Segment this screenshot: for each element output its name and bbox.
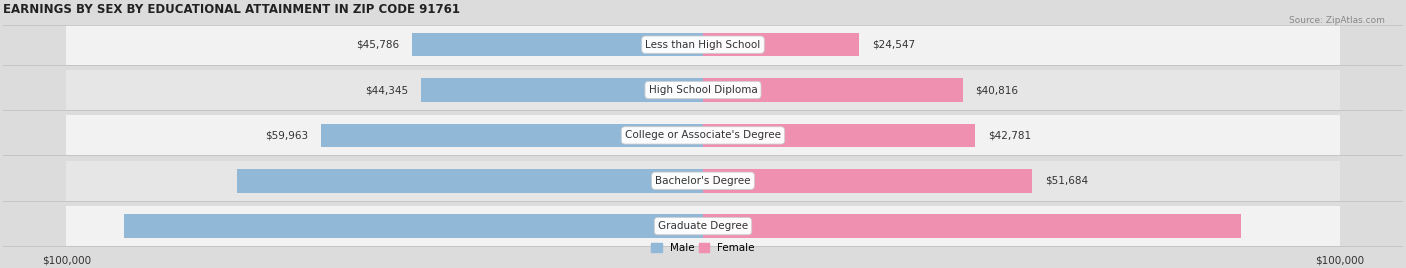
Bar bbox=[703, 124, 976, 147]
Text: $91,014: $91,014 bbox=[665, 221, 713, 231]
Text: $51,684: $51,684 bbox=[1045, 176, 1088, 186]
Bar bbox=[703, 33, 859, 57]
Bar bbox=[66, 25, 1340, 65]
Text: $42,781: $42,781 bbox=[988, 131, 1031, 140]
Text: $40,816: $40,816 bbox=[976, 85, 1018, 95]
Text: $73,224: $73,224 bbox=[665, 176, 713, 186]
Legend: Male, Female: Male, Female bbox=[647, 239, 759, 257]
Text: High School Diploma: High School Diploma bbox=[648, 85, 758, 95]
Bar bbox=[66, 116, 1340, 155]
Text: Bachelor's Degree: Bachelor's Degree bbox=[655, 176, 751, 186]
Bar bbox=[412, 33, 703, 57]
Text: $84,468: $84,468 bbox=[693, 221, 741, 231]
Text: $44,345: $44,345 bbox=[366, 85, 408, 95]
Text: Less than High School: Less than High School bbox=[645, 40, 761, 50]
Bar bbox=[322, 124, 703, 147]
Bar bbox=[236, 169, 703, 192]
Bar bbox=[66, 70, 1340, 110]
Bar bbox=[703, 214, 1240, 238]
Text: $45,786: $45,786 bbox=[356, 40, 399, 50]
Bar bbox=[66, 206, 1340, 246]
Bar bbox=[66, 161, 1340, 201]
Bar bbox=[703, 169, 1032, 192]
Text: $59,963: $59,963 bbox=[266, 131, 308, 140]
Text: Graduate Degree: Graduate Degree bbox=[658, 221, 748, 231]
Text: $24,547: $24,547 bbox=[872, 40, 915, 50]
Bar bbox=[420, 78, 703, 102]
Text: EARNINGS BY SEX BY EDUCATIONAL ATTAINMENT IN ZIP CODE 91761: EARNINGS BY SEX BY EDUCATIONAL ATTAINMEN… bbox=[3, 3, 460, 16]
Bar bbox=[124, 214, 703, 238]
Bar bbox=[703, 78, 963, 102]
Text: Source: ZipAtlas.com: Source: ZipAtlas.com bbox=[1289, 16, 1385, 25]
Text: College or Associate's Degree: College or Associate's Degree bbox=[626, 131, 780, 140]
